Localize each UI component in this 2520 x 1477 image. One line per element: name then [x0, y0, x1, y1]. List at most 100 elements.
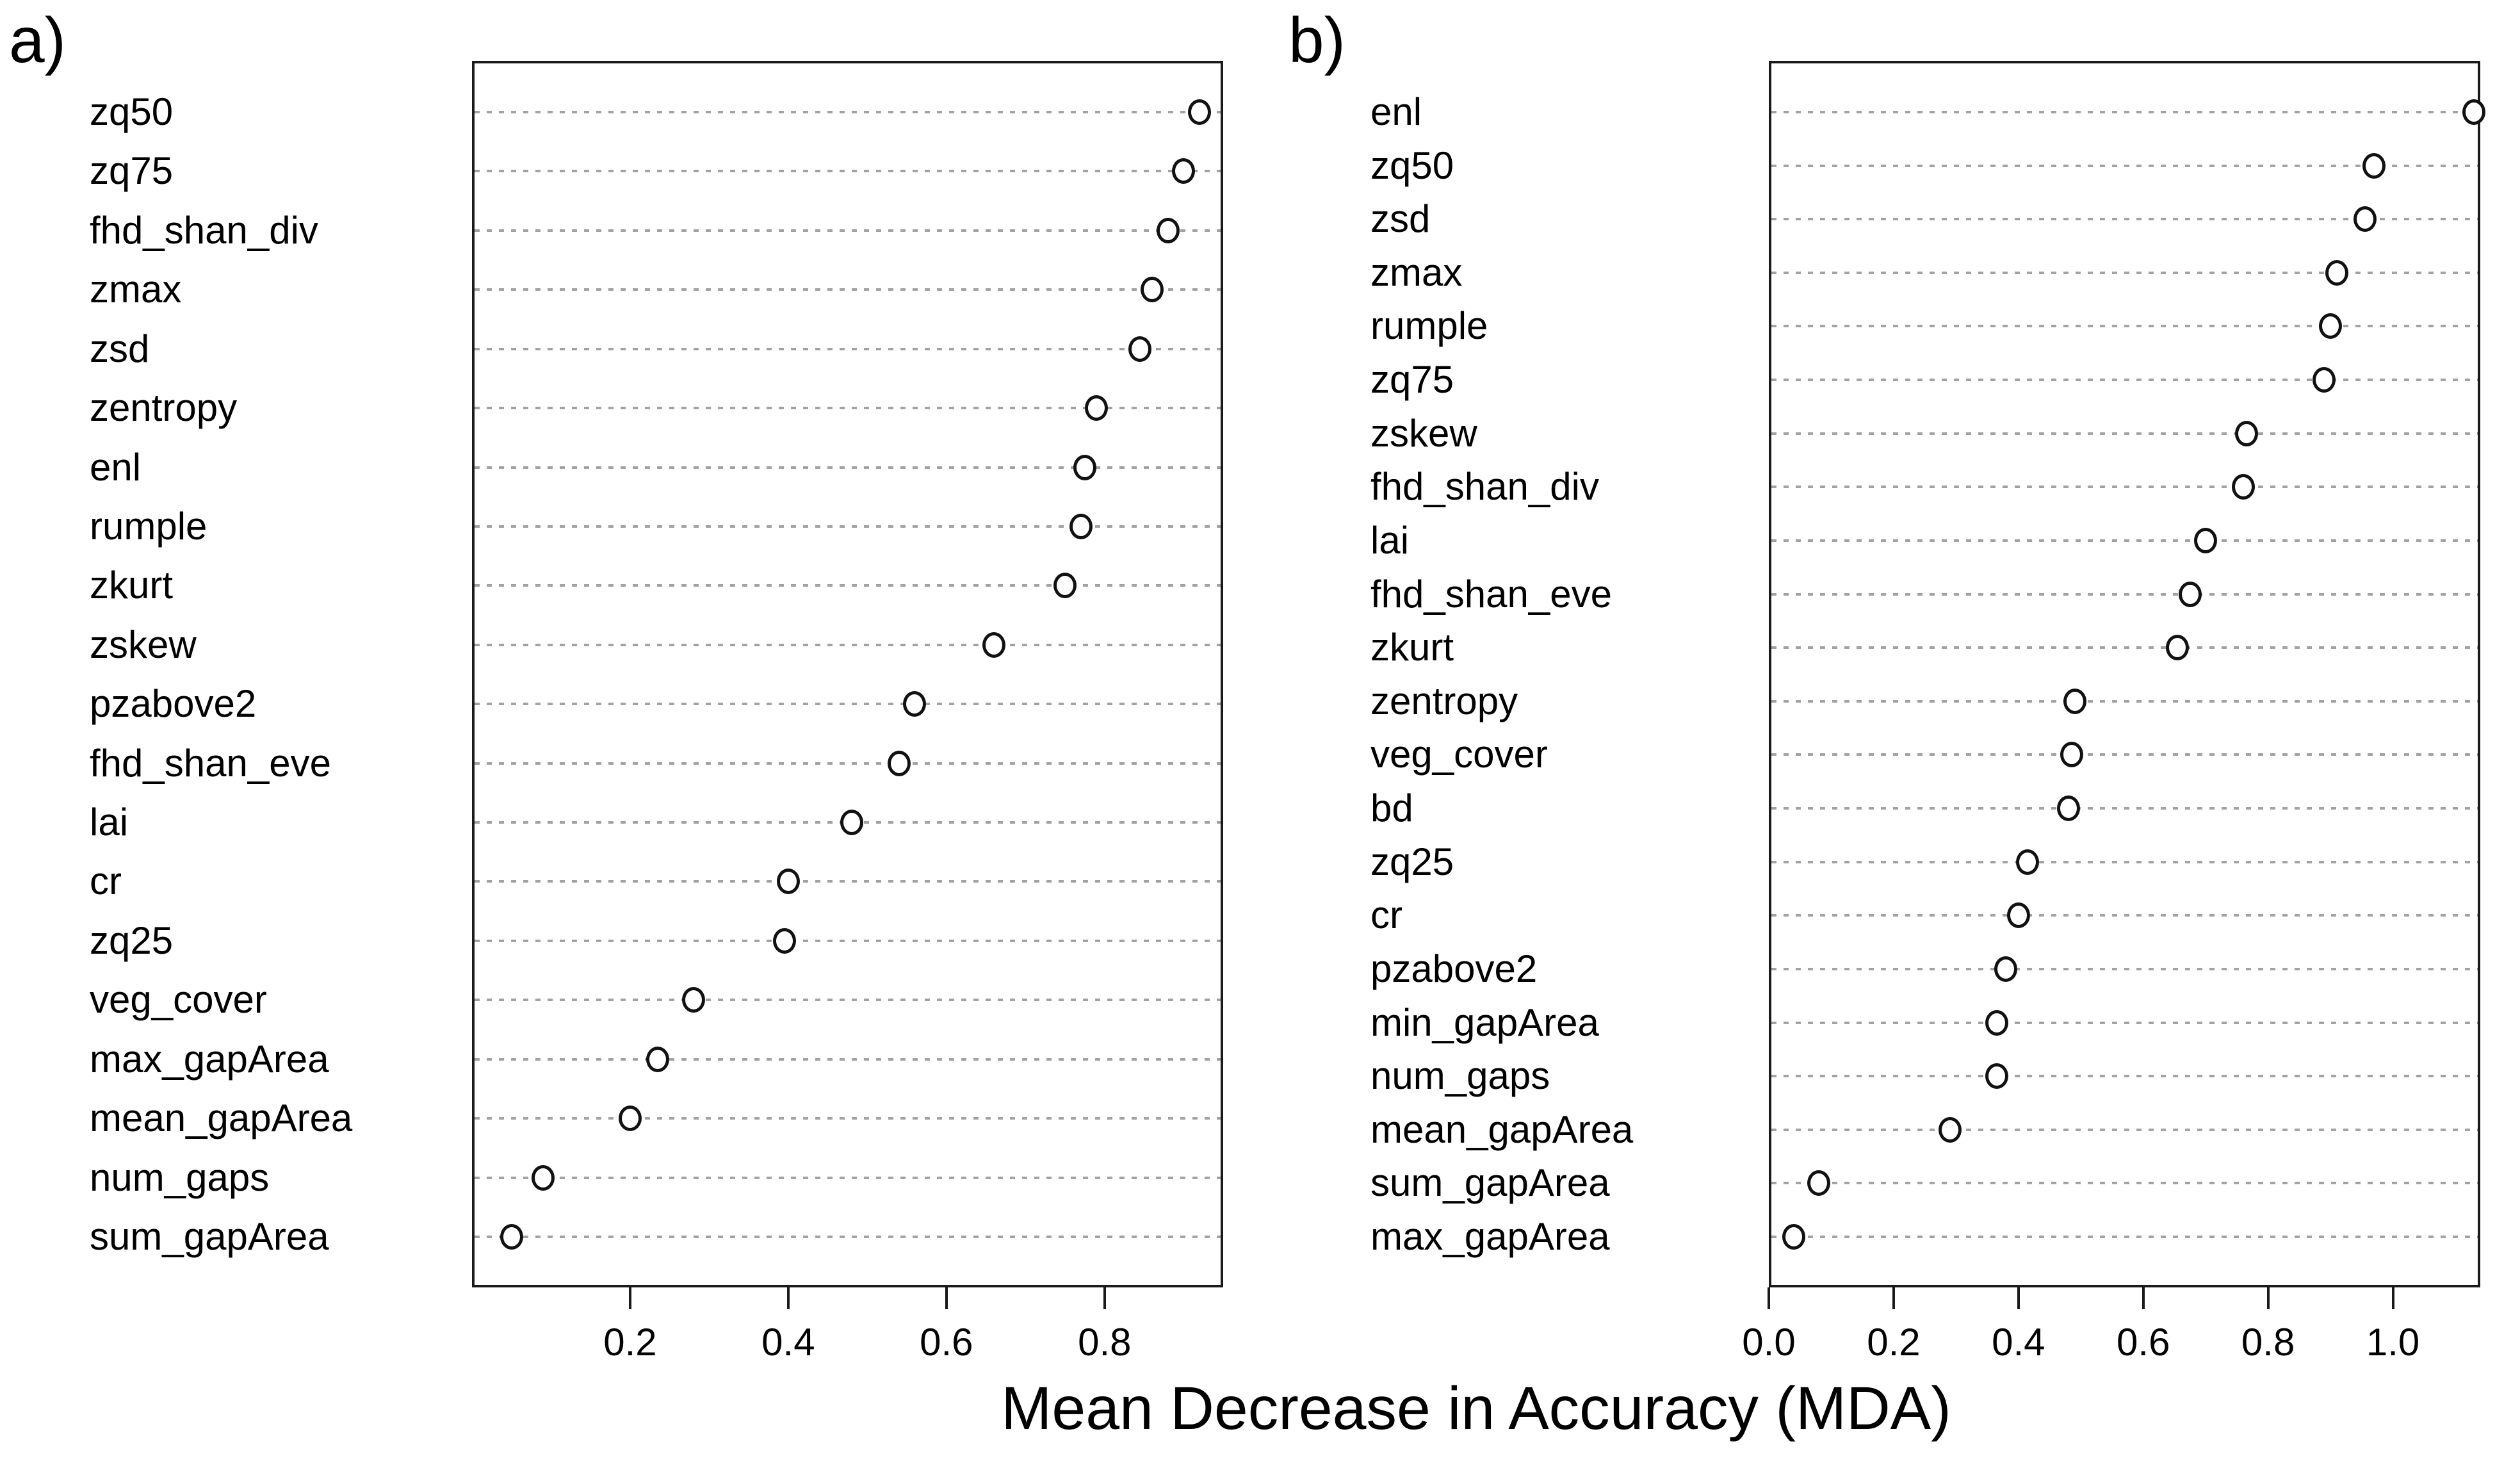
data-point-fhd_shan_div — [1156, 217, 1180, 243]
category-label-lai: lai — [90, 801, 129, 844]
gridline-zq25 — [1771, 860, 2478, 863]
category-label-zq50: zq50 — [1370, 143, 1454, 187]
gridline-fhd_shan_div — [475, 229, 1221, 232]
gridline-zq75 — [475, 170, 1221, 173]
x-tick-label-0.8: 0.8 — [1078, 1321, 1132, 1364]
x-tick-mark-0.6 — [945, 1287, 948, 1309]
data-point-zq25 — [772, 927, 796, 954]
gridline-zentropy — [475, 407, 1221, 410]
category-label-pzabove2: pzabove2 — [90, 682, 257, 726]
data-point-zkurt — [1053, 573, 1077, 599]
data-point-enl — [2462, 99, 2486, 125]
data-point-cr — [2006, 902, 2030, 929]
category-label-min_gapArea: min_gapArea — [1370, 1000, 1599, 1044]
gridline-bd — [1771, 807, 2478, 810]
gridline-fhd_shan_div — [1771, 486, 2478, 489]
x-tick-mark-0.8 — [2266, 1287, 2270, 1309]
data-point-fhd_shan_div — [2231, 474, 2255, 500]
data-point-veg_cover — [2060, 742, 2083, 768]
data-point-zq75 — [2313, 367, 2336, 393]
category-label-zkurt: zkurt — [1370, 626, 1454, 669]
category-label-rumple: rumple — [90, 504, 207, 548]
category-label-zmax: zmax — [1370, 250, 1463, 294]
gridline-zsd — [1771, 218, 2478, 221]
category-label-veg_cover: veg_cover — [1370, 733, 1548, 776]
category-label-zq25: zq25 — [1370, 840, 1454, 883]
gridline-fhd_shan_eve — [1771, 592, 2478, 596]
x-tick-label-0.2: 0.2 — [1867, 1321, 1921, 1364]
x-tick-label-0.8: 0.8 — [2241, 1321, 2295, 1364]
x-tick-mark-0.4 — [2017, 1287, 2020, 1309]
category-label-sum_gapArea: sum_gapArea — [90, 1215, 329, 1258]
data-point-veg_cover — [681, 987, 705, 1013]
category-label-zq50: zq50 — [90, 90, 174, 133]
data-point-enl — [1073, 454, 1096, 480]
category-label-bd: bd — [1370, 787, 1413, 830]
data-point-zsd — [2353, 206, 2377, 233]
gridline-fhd_shan_eve — [475, 762, 1221, 765]
data-point-zskew — [2234, 420, 2258, 446]
category-label-enl: enl — [1370, 90, 1422, 133]
data-point-max_gapArea — [1782, 1224, 1805, 1250]
data-point-mean_gapArea — [618, 1106, 642, 1132]
gridline-enl — [475, 466, 1221, 469]
category-label-num_gaps: num_gaps — [1370, 1054, 1550, 1098]
data-point-zq75 — [1172, 158, 1196, 184]
x-axis-title: Mean Decrease in Accuracy (MDA) — [1001, 1375, 1951, 1442]
gridline-lai — [1771, 539, 2478, 542]
data-point-num_gaps — [532, 1164, 555, 1191]
gridline-sum_gapArea — [1771, 1182, 2478, 1185]
data-point-pzabove2 — [1994, 956, 2018, 982]
data-point-pzabove2 — [903, 691, 927, 717]
data-point-lai — [840, 810, 863, 836]
category-label-cr: cr — [90, 860, 122, 903]
data-point-zentropy — [2063, 688, 2086, 714]
category-label-zkurt: zkurt — [90, 564, 174, 607]
x-tick-mark-1.0 — [2391, 1287, 2394, 1309]
x-tick-mark-0.4 — [786, 1287, 790, 1309]
data-point-zq50 — [1187, 99, 1211, 125]
category-label-zq75: zq75 — [1370, 358, 1454, 402]
data-point-max_gapArea — [646, 1046, 670, 1072]
gridline-zq25 — [475, 939, 1221, 942]
x-tick-mark-0.8 — [1103, 1287, 1106, 1309]
data-point-rumple — [1069, 513, 1093, 539]
data-point-cr — [776, 869, 800, 895]
data-point-zsd — [1128, 336, 1152, 362]
data-point-min_gapArea — [1985, 1009, 2008, 1036]
gridline-zkurt — [475, 584, 1221, 587]
x-tick-label-0.4: 0.4 — [761, 1321, 815, 1364]
data-point-fhd_shan_eve — [887, 750, 911, 776]
x-tick-mark-0.6 — [2142, 1287, 2145, 1309]
x-tick-label-0.0: 0.0 — [1742, 1321, 1796, 1364]
gridline-zskew — [1771, 432, 2478, 435]
data-point-lai — [2194, 527, 2218, 553]
data-point-zmax — [1140, 277, 1164, 303]
category-label-zskew: zskew — [1370, 411, 1477, 455]
x-tick-mark-0.2 — [1892, 1287, 1895, 1309]
gridline-max_gapArea — [475, 1057, 1221, 1061]
data-point-num_gaps — [1985, 1063, 2008, 1089]
gridline-veg_cover — [475, 999, 1221, 1002]
category-label-sum_gapArea: sum_gapArea — [1370, 1161, 1610, 1205]
gridline-min_gapArea — [1771, 1021, 2478, 1024]
data-point-bd — [2056, 796, 2080, 822]
gridline-num_gaps — [1771, 1075, 2478, 1078]
gridline-zskew — [475, 643, 1221, 646]
category-label-zmax: zmax — [90, 268, 182, 311]
gridline-zq75 — [1771, 379, 2478, 382]
category-label-mean_gapArea: mean_gapArea — [90, 1097, 353, 1140]
x-tick-label-1.0: 1.0 — [2366, 1321, 2420, 1364]
data-point-zmax — [2325, 259, 2348, 286]
gridline-pzabove2 — [1771, 967, 2478, 970]
x-tick-label-0.6: 0.6 — [920, 1321, 973, 1364]
gridline-mean_gapArea — [1771, 1128, 2478, 1131]
category-label-zentropy: zentropy — [90, 386, 238, 430]
gridline-veg_cover — [1771, 753, 2478, 756]
category-label-mean_gapArea: mean_gapArea — [1370, 1107, 1634, 1151]
category-label-pzabove2: pzabove2 — [1370, 947, 1538, 990]
data-point-zq50 — [2362, 152, 2386, 179]
gridline-mean_gapArea — [475, 1117, 1221, 1120]
x-tick-mark-0.0 — [1768, 1287, 1770, 1309]
